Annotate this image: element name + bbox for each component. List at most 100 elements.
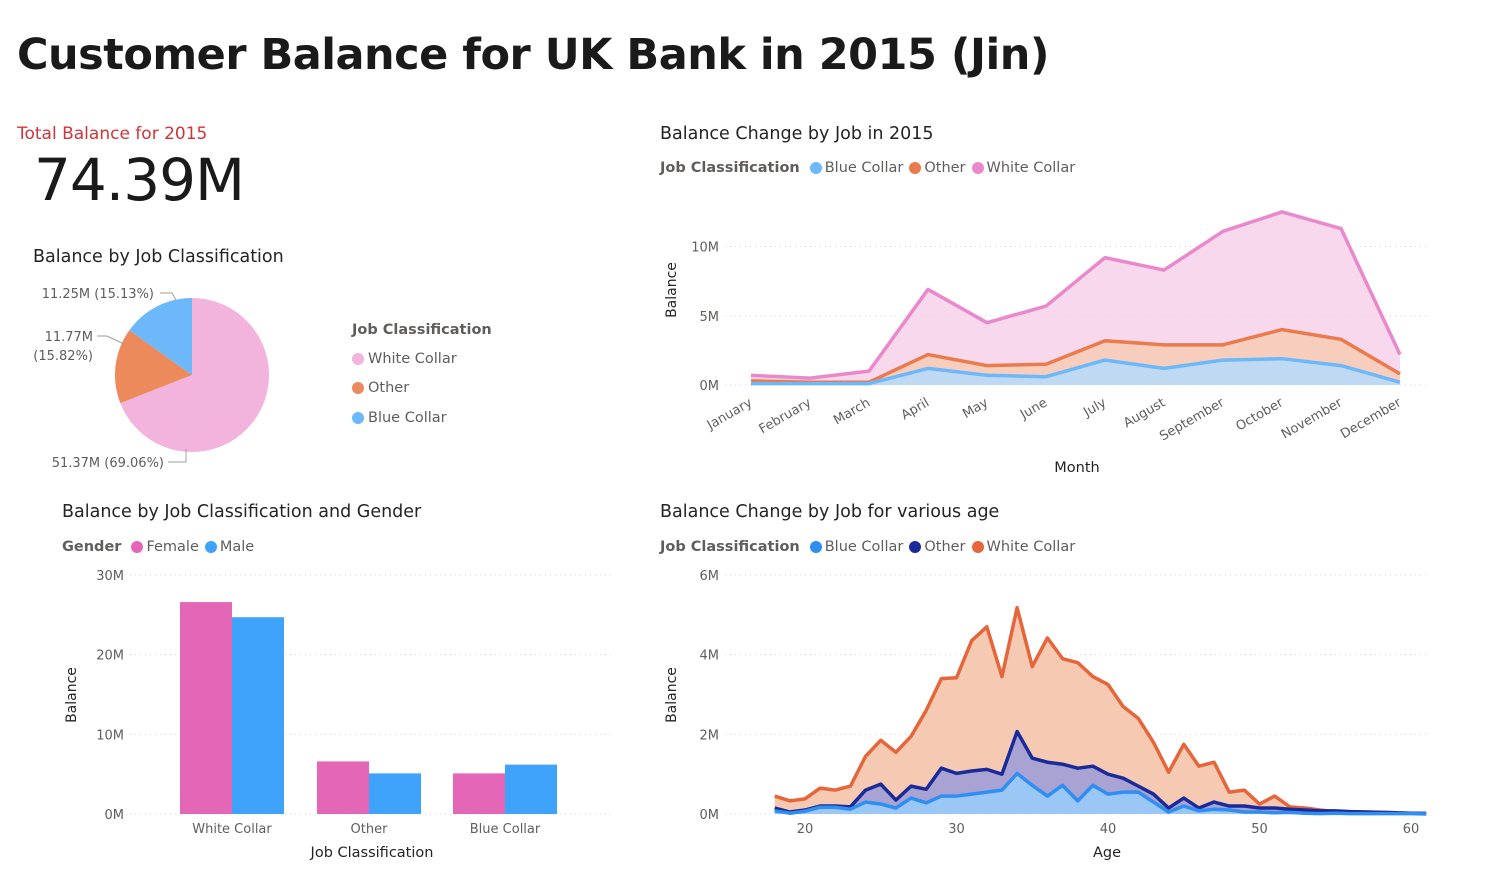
legend-title: Job Classification (660, 160, 800, 176)
age-chart-title: Balance Change by Job for various age (660, 502, 1000, 522)
x-axis-title: Month (1054, 460, 1099, 476)
legend-item-blue-collar[interactable]: Blue Collar (809, 539, 904, 555)
legend-dot (204, 541, 217, 553)
pie-legend-title: Job Classification (352, 322, 492, 338)
kpi-value: 74.39M (34, 146, 245, 214)
pie-legend: Job Classification White Collar Other Bl… (352, 322, 492, 433)
y-tick-label: 0M (105, 808, 125, 823)
x-tick-label: 20 (797, 822, 814, 837)
legend-dot (809, 541, 822, 553)
x-tick-label: 50 (1251, 822, 1268, 837)
pie-chart: 51.37M (69.06%) 11.77M (15.82%) 11.25M (15.… (33, 287, 270, 471)
x-tick-label: White Collar (192, 822, 272, 837)
legend-label: White Collar (986, 539, 1076, 555)
legend-label: Blue Collar (368, 409, 447, 426)
pie-data-label: 11.25M (15.13%) (42, 287, 154, 302)
bar-female-other (317, 761, 369, 814)
legend-label: Female (146, 539, 199, 555)
y-tick-label: 2M (700, 728, 720, 743)
x-tick-label: July (1080, 395, 1109, 420)
pie-legend-item-other[interactable]: Other (352, 374, 492, 404)
pie-legend-item-white-collar[interactable]: White Collar (352, 344, 492, 374)
legend-label: Blue Collar (824, 539, 904, 555)
line-other (774, 729, 1427, 816)
legend-item-female[interactable]: Female (131, 539, 199, 555)
x-tick-label: June (1017, 395, 1050, 423)
x-tick-label: Other (351, 822, 389, 837)
x-tick-label: January (704, 395, 755, 433)
legend-dot (809, 162, 822, 174)
bar-chart-title: Balance by Job Classification and Gender (62, 502, 422, 522)
legend-label: Male (219, 539, 255, 555)
bar-male-blue-collar (505, 764, 557, 814)
x-tick-label: November (1279, 395, 1346, 442)
area-blue-collar (751, 358, 1400, 385)
x-tick-label: May (960, 395, 991, 422)
y-tick-label: 4M (700, 649, 720, 664)
x-tick-label: December (1338, 395, 1404, 442)
pie-leader-line (168, 449, 187, 463)
bar-chart: 0M 10M 20M 30M White Collar Other Blue Collar B… (64, 569, 615, 861)
x-axis-title: Age (1093, 845, 1121, 861)
legend-label: White Collar (986, 160, 1076, 176)
x-tick-label: 30 (948, 822, 965, 837)
legend-dot (352, 411, 364, 424)
y-tick-label: 10M (96, 728, 124, 743)
page-title: Customer Balance for UK Bank in 2015 (Ji… (17, 30, 1050, 80)
x-tick-label: February (757, 395, 815, 437)
y-axis-title: Balance (64, 667, 80, 723)
legend-dot (909, 541, 922, 553)
y-tick-label: 10M (691, 241, 719, 256)
legend-item-other[interactable]: Other (909, 539, 966, 555)
pie-leader-line (160, 292, 177, 301)
bar-male-white-collar (232, 617, 284, 814)
kpi-label: Total Balance for 2015 (17, 124, 208, 144)
x-tick-label: 60 (1403, 822, 1420, 837)
bar-female-blue-collar (453, 773, 505, 814)
y-tick-label: 30M (96, 569, 124, 584)
legend-item-male[interactable]: Male (204, 539, 255, 555)
y-tick-label: 0M (700, 808, 720, 823)
pie-chart-title: Balance by Job Classification (33, 247, 284, 267)
y-tick-label: 6M (700, 569, 720, 584)
month-area-chart: 0M 5M 10M January February March April May June J… (664, 210, 1430, 476)
age-area-chart: 0M 2M 4M 6M 20 30 40 50 60 Balance Age (664, 569, 1430, 861)
legend-dot (352, 382, 364, 395)
legend-label: Other (924, 160, 966, 176)
legend-dot (352, 352, 364, 365)
legend-item-blue-collar[interactable]: Blue Collar (809, 160, 904, 176)
legend-label: White Collar (368, 350, 457, 367)
month-chart-title: Balance Change by Job in 2015 (660, 124, 934, 144)
legend-label: Blue Collar (824, 160, 904, 176)
pie-data-label: (15.82%) (33, 349, 93, 364)
x-tick-label: April (899, 395, 932, 423)
pie-data-label: 11.77M (45, 330, 93, 345)
legend-item-other[interactable]: Other (909, 160, 966, 176)
y-tick-label: 5M (700, 310, 720, 325)
area-other (774, 731, 1427, 814)
x-tick-label: March (831, 395, 873, 428)
pie-slice-white-collar (120, 298, 270, 452)
y-tick-label: 20M (96, 649, 124, 664)
legend-dot (971, 541, 984, 553)
legend-dot (131, 541, 144, 553)
age-chart-legend: Job Classification Blue Collar Other Whi… (660, 539, 1081, 555)
legend-label: Other (368, 380, 410, 397)
line-white-collar (750, 210, 1402, 380)
pie-slice-blue-collar (129, 298, 192, 375)
bar-chart-legend: Gender Female Male (62, 539, 260, 555)
line-blue-collar (751, 356, 1401, 386)
legend-item-white-collar[interactable]: White Collar (971, 539, 1076, 555)
y-axis-title: Balance (664, 262, 680, 318)
legend-label: Other (924, 539, 966, 555)
x-tick-label: August (1121, 395, 1168, 431)
pie-legend-item-blue-collar[interactable]: Blue Collar (352, 403, 492, 433)
x-axis-title: Job Classification (310, 845, 434, 861)
line-blue-collar (774, 771, 1427, 816)
area-white-collar (774, 607, 1427, 814)
x-tick-label: Blue Collar (470, 822, 541, 837)
legend-title: Job Classification (660, 539, 800, 555)
bar-female-white-collar (180, 602, 232, 814)
legend-item-white-collar[interactable]: White Collar (971, 160, 1076, 176)
legend-title: Gender (62, 539, 122, 555)
